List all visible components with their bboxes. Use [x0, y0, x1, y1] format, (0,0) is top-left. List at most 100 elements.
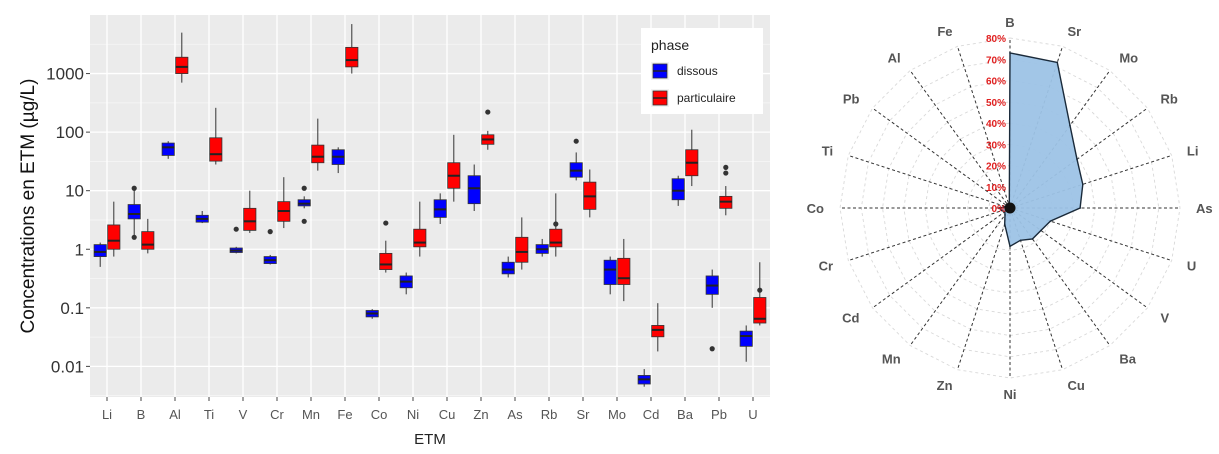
boxplot-chart: 0.01 0.1 1 10 100 1000 Li B Al Ti V Cr Mn Fe Co Ni Cu Zn A… [18, 15, 770, 448]
box-body [243, 207, 257, 231]
x-axis-title: ETM [414, 431, 446, 448]
box-body [107, 224, 121, 250]
radar-axis-label: As [1196, 201, 1213, 216]
x-tick-label: Pb [711, 407, 727, 422]
radar-r-tick-label: 30% [986, 140, 1006, 151]
x-tick-label: Mo [608, 407, 626, 422]
box-outlier [553, 221, 559, 227]
box-dissous-Al [161, 141, 175, 159]
box-dissous-Cr [263, 229, 277, 265]
box-body [175, 56, 189, 74]
x-tick-label: Ti [204, 407, 214, 422]
box-particulaire-Mn [311, 118, 325, 171]
box-body [501, 261, 515, 275]
radar-data-point [1009, 245, 1011, 248]
box-dissous-Co [365, 309, 379, 319]
box-body [549, 228, 563, 248]
radar-axis-label: Al [888, 51, 901, 66]
x-tick-label: Cu [439, 407, 456, 422]
radar-data-point [1031, 238, 1034, 240]
y-tick-label: 0.01 [51, 357, 84, 376]
box-body [311, 144, 325, 164]
radar-chart: 0% 10% 20% 30% 40% 50% 60% 70% 80% B Sr Mo Rb Li As U V B… [807, 15, 1213, 402]
y-tick-label: 0.1 [60, 299, 84, 318]
legend: phase dissous particulaire [641, 28, 763, 114]
box-body [413, 228, 427, 248]
box-particulaire-As [515, 217, 529, 270]
radar-panel: 0% 10% 20% 30% 40% 50% 60% 70% 80% B Sr Mo Rb Li As U V B… [790, 0, 1219, 449]
box-particulaire-Cu [447, 134, 461, 202]
box-dissous-Rb [535, 238, 549, 257]
radar-grid-ring [860, 58, 1160, 358]
radar-spoke [872, 107, 1011, 209]
box-dissous-Cd [637, 369, 651, 387]
box-particulaire-Pb [719, 164, 733, 216]
radar-axis-label: U [1187, 258, 1196, 273]
radar-r-tick-label: 70% [986, 55, 1006, 66]
box-outlier [723, 170, 729, 176]
box-dissous-Zn [467, 164, 481, 211]
radar-data-point [1001, 209, 1003, 212]
x-tick-label: Li [102, 407, 112, 422]
box-particulaire-B [141, 218, 155, 254]
box-particulaire-Fe [345, 24, 359, 74]
radar-data-point [1004, 214, 1006, 216]
radar-spoke [956, 207, 1011, 370]
box-body [141, 231, 155, 250]
radar-spoke [848, 154, 1011, 209]
box-dissous-Li [93, 242, 107, 267]
radar-axis-label: Rb [1160, 92, 1177, 107]
radar-data-point [1040, 229, 1042, 232]
x-tick-label: Mn [302, 407, 320, 422]
box-particulaire-Sr [583, 169, 597, 218]
box-outlier [485, 109, 491, 115]
legend-entry: dissous [677, 64, 718, 78]
radar-axis-label: Cd [842, 310, 859, 325]
radar-data-point [1049, 220, 1052, 222]
box-body [127, 204, 141, 220]
radar-axis-label: Ti [822, 144, 833, 159]
box-outlier [383, 220, 389, 226]
boxplot-panel: 0.01 0.1 1 10 100 1000 Li B Al Ti V Cr Mn Fe Co Ni Cu Zn A… [18, 15, 770, 448]
radar-data-point [1009, 52, 1011, 54]
x-tick-label: V [239, 407, 248, 422]
box-particulaire-Mo [617, 238, 631, 302]
box-outlier [573, 138, 579, 144]
box-particulaire-Al [175, 32, 189, 83]
box-particulaire-Ba [685, 129, 699, 187]
box-dissous-Pb [705, 269, 719, 352]
box-outlier [709, 346, 715, 352]
radar-r-tick-label: 40% [986, 119, 1006, 130]
radar-data-point [1081, 183, 1084, 186]
radar-axis-label: Fe [937, 24, 952, 39]
box-outlier [723, 164, 729, 170]
box-dissous-As [501, 256, 515, 278]
box-particulaire-Zn [481, 109, 495, 150]
radar-axis-label: Li [1187, 144, 1199, 159]
radar-data-point [1079, 207, 1081, 209]
x-tick-label: Sr [577, 407, 591, 422]
radar-r-tick-label: 20% [986, 162, 1006, 173]
box-outlier [301, 185, 307, 191]
box-outlier [131, 234, 137, 240]
radar-data-point [998, 207, 1001, 209]
radar-r-tick-label: 60% [986, 77, 1006, 88]
radar-axis-label: Mo [1119, 51, 1138, 66]
x-tick-label: Fe [337, 407, 352, 422]
box-outlier [267, 229, 273, 235]
box-outlier [757, 287, 763, 293]
box-dissous-Mn [297, 185, 311, 224]
x-tick-label: As [507, 407, 523, 422]
box-body [739, 330, 753, 347]
box-dissous-Cu [433, 193, 447, 224]
x-tick-label: Rb [541, 407, 558, 422]
box-dissous-V [229, 226, 243, 254]
box-body [93, 244, 107, 257]
box-body [617, 257, 631, 285]
box-body [209, 137, 223, 162]
radar-data-point [1003, 223, 1006, 225]
y-tick-label: 100 [56, 123, 84, 142]
box-particulaire-V [243, 190, 257, 233]
radar-axis-label: Pb [843, 92, 860, 107]
radar-axis-label: V [1160, 310, 1169, 325]
